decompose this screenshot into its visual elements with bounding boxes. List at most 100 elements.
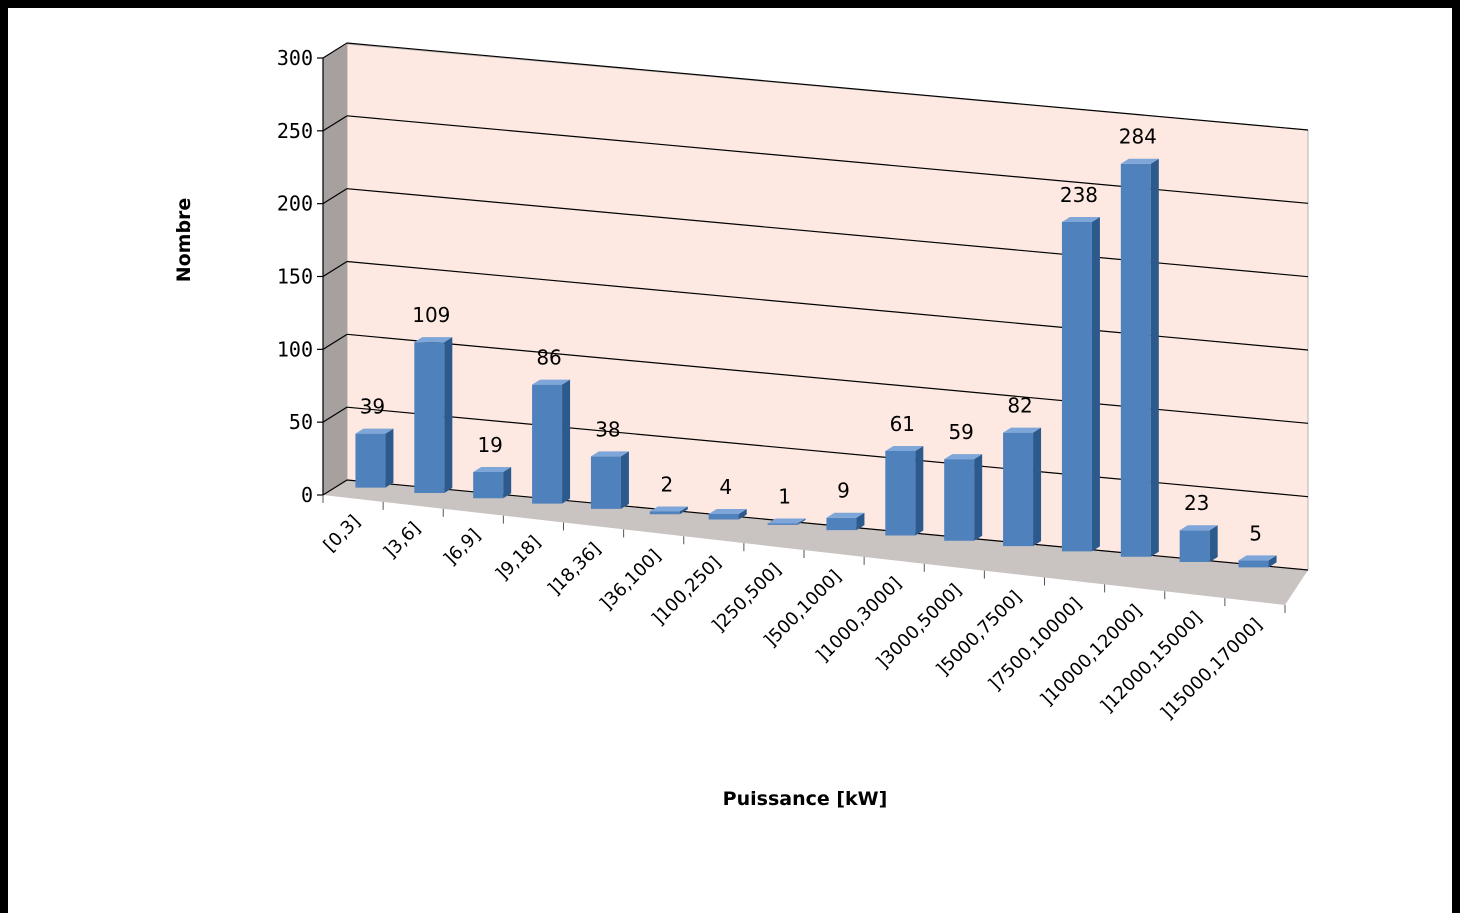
bar	[1120, 158, 1159, 557]
bar	[590, 451, 629, 509]
bar	[1238, 555, 1277, 568]
bar	[649, 506, 688, 515]
value-label: 59	[948, 420, 973, 444]
value-label: 2	[660, 472, 673, 496]
bar	[414, 337, 453, 493]
y-axis-label: Nombre	[173, 198, 195, 283]
bar-side	[1091, 217, 1100, 552]
bar-front	[649, 511, 680, 515]
bar-top	[767, 518, 806, 524]
value-label: 23	[1184, 491, 1209, 515]
bar-side	[1033, 427, 1042, 547]
gridline	[346, 42, 1309, 131]
gridline-side	[322, 406, 348, 423]
bar-front	[1061, 222, 1092, 552]
bar	[826, 512, 865, 531]
bar	[1061, 217, 1100, 552]
value-label: 39	[360, 395, 385, 419]
floor	[323, 480, 1308, 605]
bar	[708, 508, 747, 520]
bar-top	[1003, 427, 1042, 433]
x-axis-label: Puissance [kW]	[723, 788, 888, 810]
x-tick-label: ]9,18]	[492, 532, 545, 585]
value-label: 284	[1119, 125, 1157, 149]
x-tick-label: ]36,100]	[596, 545, 665, 614]
bar-side	[915, 446, 924, 536]
bar	[473, 466, 512, 499]
y-tick-label: 50	[289, 410, 313, 434]
x-tick-label: ]18,36]	[544, 539, 605, 600]
bar-top	[708, 508, 747, 514]
value-label: 1	[778, 484, 791, 508]
bar-top	[590, 451, 629, 457]
value-label: 19	[477, 433, 502, 457]
bar	[944, 454, 983, 541]
bar-top	[355, 428, 394, 434]
bar-front	[1120, 163, 1151, 557]
value-label: 38	[595, 417, 620, 441]
bar-side	[503, 466, 512, 499]
y-tick-label: 100	[277, 337, 313, 361]
bar	[1003, 427, 1042, 547]
bar-side	[1150, 158, 1159, 557]
x-tick-label: ]3,6]	[380, 518, 425, 563]
bar-top	[1179, 525, 1218, 531]
bar-side	[562, 379, 571, 504]
value-label: 109	[412, 303, 450, 327]
bars	[355, 158, 1277, 568]
x-tick-label: ]6,9]	[440, 525, 485, 570]
bar-top	[944, 454, 983, 460]
bar-side	[444, 337, 453, 493]
bar-front	[1238, 560, 1269, 568]
y-tick-label: 150	[277, 265, 313, 289]
bar	[532, 379, 571, 504]
bar-front	[826, 517, 857, 531]
bar-front	[885, 451, 916, 536]
value-label: 5	[1249, 521, 1262, 545]
y-axis: 0 50 100 150 200 250 300	[277, 46, 324, 507]
bar-top	[414, 337, 453, 343]
value-label: 4	[719, 475, 732, 499]
bar-front	[532, 384, 563, 504]
bar-side	[797, 518, 806, 525]
value-label: 61	[890, 412, 915, 436]
chart-walls	[323, 43, 1309, 605]
bar-front	[944, 459, 975, 541]
bar-top	[1061, 217, 1100, 223]
gridline-side	[322, 42, 348, 59]
y-tick-label: 0	[301, 483, 313, 507]
bar-top	[1238, 555, 1277, 561]
bar-side	[1268, 555, 1277, 568]
bar-top	[1120, 158, 1159, 164]
bar-side	[1209, 525, 1218, 563]
bar	[1179, 525, 1218, 563]
gridline-side	[322, 333, 348, 350]
y-tick-label: 200	[277, 192, 313, 216]
bar-top	[649, 506, 688, 512]
bar-side	[974, 454, 983, 541]
bar-front	[590, 456, 621, 509]
gridline-side	[322, 115, 348, 132]
bar-front	[355, 433, 386, 488]
bar	[767, 518, 806, 525]
value-label: 82	[1007, 394, 1032, 418]
bar-front	[708, 513, 739, 520]
bar-side	[679, 506, 688, 515]
y-tick-label: 300	[277, 46, 313, 70]
gridline-side	[322, 479, 348, 496]
bar-top	[826, 512, 865, 518]
x-tick-label: [0,3]	[320, 511, 365, 556]
bar	[885, 446, 924, 536]
bar-side	[738, 508, 747, 520]
bar-front	[767, 523, 798, 525]
value-label: 86	[536, 346, 561, 370]
bar-side	[856, 512, 865, 531]
gridline-side	[322, 260, 348, 278]
bar-top	[885, 446, 924, 452]
value-label: 238	[1060, 183, 1098, 207]
bar-front	[1003, 432, 1034, 547]
bar-top	[532, 379, 571, 385]
